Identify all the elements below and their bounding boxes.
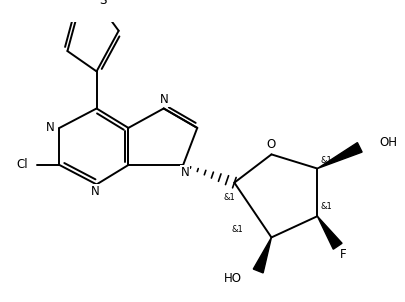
Text: &1: &1 [223, 193, 235, 202]
Text: Cl: Cl [17, 159, 28, 172]
Text: O: O [265, 138, 275, 151]
Polygon shape [317, 216, 341, 249]
Text: F: F [339, 248, 345, 261]
Text: N: N [90, 185, 99, 198]
Polygon shape [317, 143, 361, 169]
Text: N: N [160, 93, 168, 106]
Text: S: S [99, 0, 106, 7]
Text: &1: &1 [320, 202, 332, 211]
Text: HO: HO [224, 271, 242, 284]
Text: N: N [180, 166, 189, 179]
Text: OH: OH [378, 136, 396, 149]
Text: &1: &1 [231, 225, 243, 234]
Polygon shape [253, 237, 271, 273]
Text: &1: &1 [320, 156, 332, 165]
Text: N: N [45, 121, 54, 134]
